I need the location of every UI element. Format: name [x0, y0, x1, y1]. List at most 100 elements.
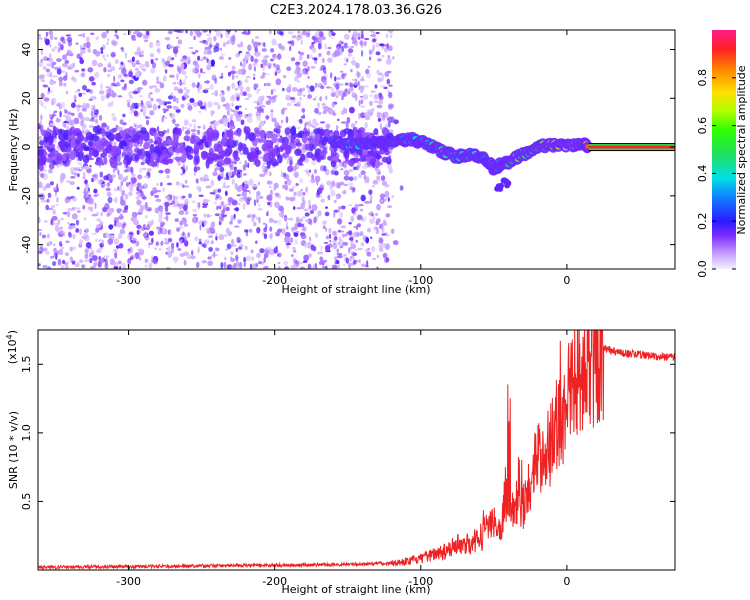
noise-speckle [224, 65, 228, 69]
noise-speckle [387, 121, 391, 128]
noise-speckle [94, 202, 97, 210]
noise-speckle [377, 77, 383, 83]
noise-speckle [81, 264, 86, 269]
noise-speckle [77, 112, 83, 119]
noise-speckle [314, 169, 317, 174]
noise-speckle [199, 40, 205, 44]
noise-speckle [140, 50, 145, 55]
noise-speckle [314, 82, 318, 88]
noise-speckle [331, 230, 337, 236]
noise-speckle [299, 118, 303, 124]
noise-speckle [273, 63, 276, 67]
noise-speckle [337, 263, 341, 269]
noise-speckle [277, 252, 282, 258]
noise-speckle [65, 52, 69, 56]
noise-speckle [194, 236, 199, 242]
noise-speckle [330, 72, 333, 79]
noise-speckle [120, 61, 124, 65]
noise-speckle [225, 206, 230, 212]
noise-speckle [221, 90, 225, 96]
noise-speckle [111, 90, 114, 93]
noise-speckle [267, 201, 271, 206]
noise-speckle [303, 208, 309, 212]
noise-speckle [372, 179, 379, 185]
noise-speckle [169, 112, 173, 117]
snr-y-ticks: 0.51.01.5 [20, 356, 675, 510]
noise-speckle [218, 159, 225, 166]
noise-speckle [143, 39, 149, 42]
noise-speckle [218, 234, 225, 241]
noise-speckle [186, 254, 192, 260]
noise-speckle [177, 39, 183, 45]
noise-speckle [201, 243, 205, 247]
noise-speckle [372, 44, 376, 51]
noise-speckle [49, 43, 52, 48]
noise-speckle [301, 30, 307, 36]
noise-speckle [284, 236, 290, 243]
noise-speckle [67, 222, 70, 225]
noise-speckle [222, 181, 226, 188]
noise-speckle [68, 231, 72, 236]
noise-speckle [49, 80, 55, 86]
noise-speckle [91, 59, 98, 67]
noise-speckle [339, 70, 344, 73]
noise-speckle [359, 40, 364, 46]
noise-speckle [321, 136, 329, 142]
noise-speckle [100, 50, 104, 54]
noise-speckle [76, 186, 80, 190]
noise-speckle [379, 123, 383, 130]
noise-speckle [121, 133, 126, 139]
noise-speckle [314, 175, 321, 183]
noise-speckle [74, 69, 80, 73]
noise-speckle [311, 125, 317, 129]
noise-speckle [158, 131, 165, 137]
noise-speckle [106, 42, 109, 45]
noise-speckle [154, 194, 159, 198]
noise-speckle [149, 127, 157, 133]
noise-speckle [151, 219, 154, 225]
noise-speckle [381, 114, 386, 122]
noise-speckle [354, 203, 359, 209]
noise-speckle [149, 143, 155, 154]
noise-speckle [211, 254, 215, 257]
noise-speckle [224, 190, 228, 197]
noise-speckle [92, 107, 95, 110]
noise-speckle [208, 42, 213, 45]
noise-speckle [184, 199, 189, 204]
noise-speckle [266, 180, 273, 185]
noise-speckle [53, 139, 57, 144]
noise-speckle [239, 80, 243, 86]
noise-speckle [242, 203, 246, 211]
noise-speckle [96, 218, 102, 222]
noise-speckle [337, 182, 341, 189]
noise-speckle [248, 178, 254, 186]
noise-speckle [129, 111, 134, 114]
snr-frame [37, 329, 676, 571]
noise-speckle [360, 263, 366, 267]
noise-speckle [232, 170, 236, 176]
noise-speckle [293, 231, 296, 235]
noise-speckle [270, 189, 273, 197]
noise-speckle [365, 248, 369, 254]
noise-speckle [182, 231, 185, 237]
noise-speckle [124, 52, 128, 59]
noise-speckle [321, 265, 326, 269]
noise-speckle [364, 37, 370, 41]
noise-speckle [190, 255, 196, 260]
spectrogram-x-ticks: -300 -200 -100 0 [116, 30, 570, 287]
noise-speckle [339, 245, 344, 249]
noise-speckle [325, 86, 332, 89]
noise-speckle [114, 251, 118, 259]
noise-speckle [139, 193, 146, 198]
noise-speckle [304, 143, 311, 151]
noise-speckle [372, 257, 377, 261]
noise-speckle [58, 80, 63, 87]
noise-speckle [307, 88, 311, 94]
noise-speckle [228, 170, 233, 177]
noise-speckle [85, 146, 90, 151]
noise-speckle [280, 119, 284, 124]
noise-speckle [189, 123, 192, 127]
noise-speckle [164, 69, 168, 74]
noise-speckle [349, 262, 355, 267]
noise-speckle [70, 208, 75, 212]
